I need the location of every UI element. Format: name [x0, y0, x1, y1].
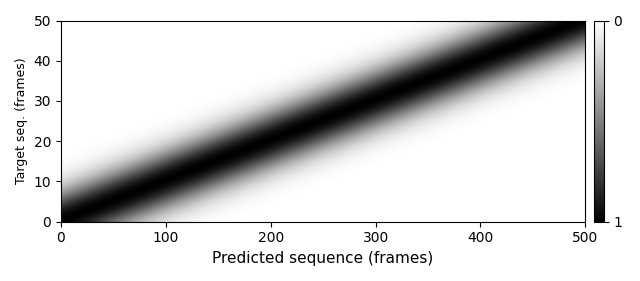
X-axis label: Predicted sequence (frames): Predicted sequence (frames) — [212, 251, 434, 266]
Y-axis label: Target seq. (frames): Target seq. (frames) — [15, 58, 28, 184]
